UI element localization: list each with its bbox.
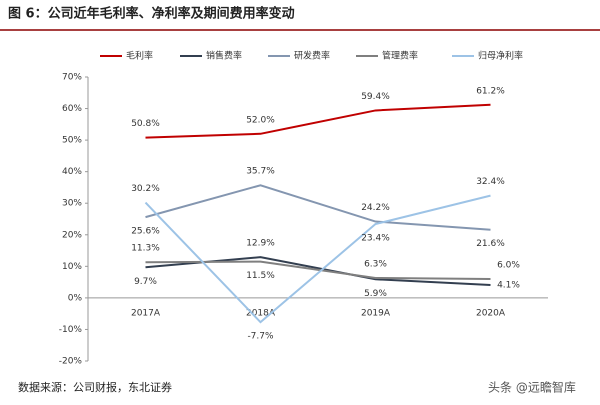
data-label: 52.0% (246, 115, 275, 125)
y-tick-label: 50% (62, 136, 82, 146)
y-tick-label: -10% (59, 325, 83, 335)
x-tick-label: 2018A (246, 308, 276, 318)
data-label: 12.9% (246, 239, 275, 249)
watermark: 头条 @远瞻智库 (488, 380, 576, 395)
data-label: -7.7% (247, 332, 274, 342)
data-label: 61.2% (476, 86, 505, 96)
data-label: 6.3% (364, 260, 387, 270)
y-tick-label: 20% (62, 230, 82, 240)
series-line (145, 103, 491, 139)
y-tick-label: 10% (62, 262, 82, 272)
data-label: 6.0% (497, 260, 520, 270)
y-tick-label: 0% (68, 293, 83, 303)
data-label: 21.6% (476, 239, 505, 249)
data-label: 11.5% (246, 271, 275, 281)
source: 数据来源：公司财报，东北证券 (18, 380, 172, 394)
series-line (145, 184, 491, 231)
legend-label: 毛利率 (126, 50, 153, 62)
data-label: 5.9% (364, 289, 387, 299)
x-tick-label: 2019A (361, 308, 391, 318)
data-label: 24.2% (361, 203, 390, 213)
y-tick-label: 70% (62, 73, 82, 83)
legend-label: 管理费率 (382, 50, 418, 62)
data-label: 11.3% (131, 244, 160, 254)
legend-label: 归母净利率 (478, 50, 523, 62)
data-label: 32.4% (476, 177, 505, 187)
x-tick-label: 2020A (476, 308, 506, 318)
y-tick-label: 60% (62, 104, 82, 114)
series-line (145, 260, 491, 280)
legend-label: 研发费率 (294, 50, 330, 62)
data-label: 59.4% (361, 92, 390, 102)
data-label: 30.2% (131, 184, 160, 194)
data-label: 50.8% (131, 119, 160, 129)
chart-title: 图 6：公司近年毛利率、净利率及期间费用率变动 (8, 6, 295, 22)
data-label: 23.4% (361, 234, 390, 244)
y-tick-label: 30% (62, 199, 82, 209)
y-tick-label: 40% (62, 167, 82, 177)
y-tick-label: -20% (59, 357, 83, 367)
data-label: 9.7% (134, 277, 157, 287)
series-line (144, 194, 491, 324)
x-tick-label: 2017A (131, 308, 161, 318)
legend-label: 销售费率 (206, 50, 242, 62)
data-label: 35.7% (246, 167, 275, 177)
data-label: 4.1% (497, 280, 520, 290)
data-label: 25.6% (131, 227, 160, 237)
